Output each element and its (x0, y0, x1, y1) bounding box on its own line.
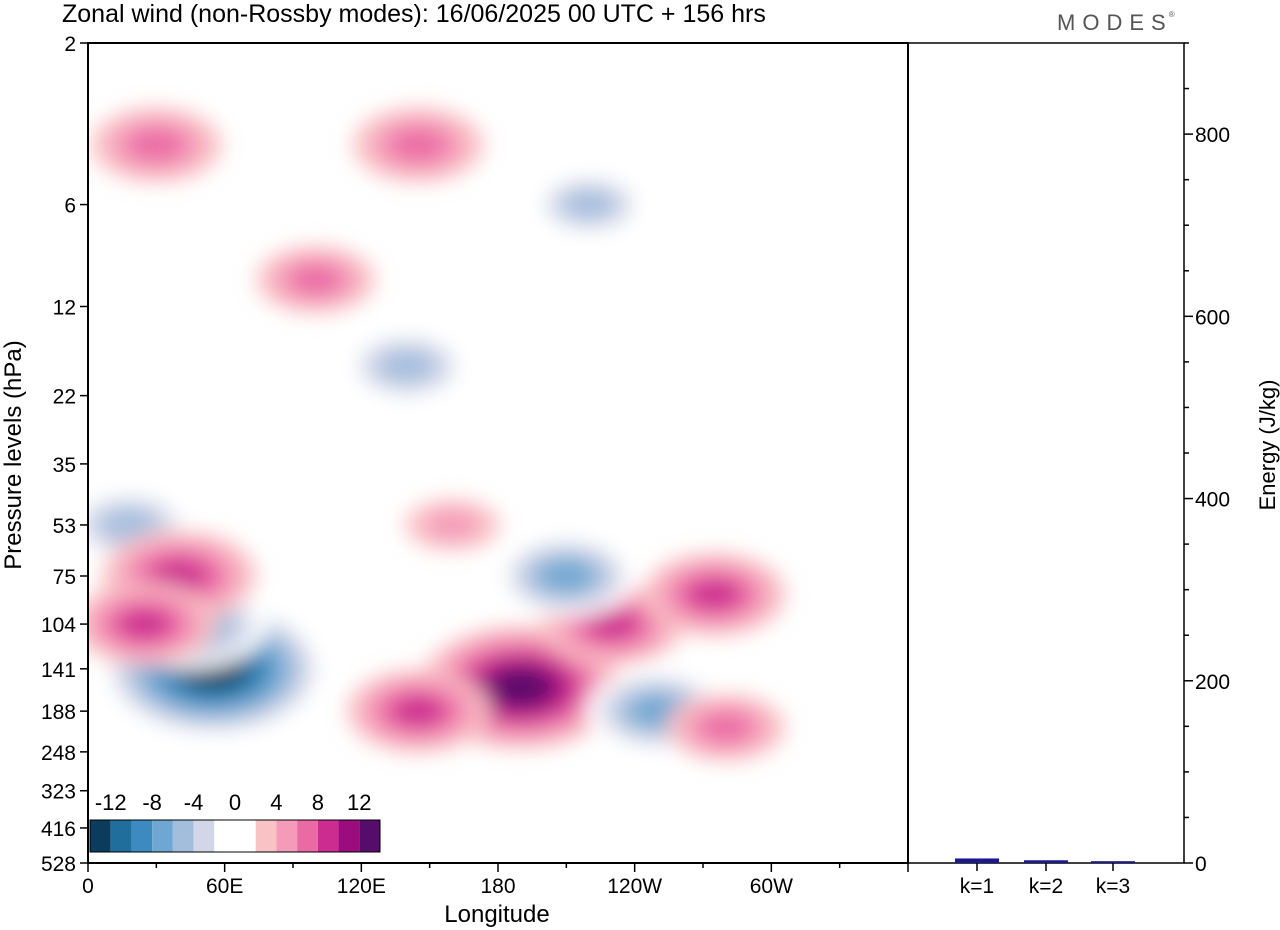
wind-anomaly-8-ring-4 (688, 579, 741, 610)
modes-logo: MODES® (1057, 10, 1175, 36)
energy-axis-label: Energy (J/kg) (1255, 380, 1280, 511)
pressure-tick-label: 528 (41, 853, 76, 876)
wind-anomaly-17-ring-2 (424, 509, 481, 540)
pressure-tick-label: 75 (53, 566, 76, 589)
wind-anomaly-4-ring-4 (118, 608, 172, 640)
wind-anomaly-16-ring-3 (289, 264, 342, 295)
energy-tick-label: 0 (1195, 853, 1207, 876)
bar-category-label: k=3 (1096, 875, 1130, 898)
wind-anomaly-13-ring-3 (563, 189, 616, 220)
energy-tick-label: 800 (1195, 124, 1230, 147)
colorbar-swatch (131, 820, 153, 852)
longitude-tick-label: 120W (607, 875, 662, 898)
energy-bars: k=1 k=2 k=3 (955, 858, 1135, 898)
colorbar-border (89, 819, 381, 853)
pressure-tick-label: 416 (41, 818, 76, 841)
wind-anomaly-15-ring-3 (389, 128, 447, 162)
colorbar-label: -4 (184, 790, 204, 815)
longitude-tick-label: 60W (750, 875, 793, 898)
wind-anomaly-14-ring-3 (127, 128, 185, 162)
colorbar-label: -8 (142, 790, 162, 815)
colorbar-swatch (359, 820, 380, 852)
x-axis-label: Longitude (444, 901, 549, 928)
colorbar-swatch (255, 820, 277, 852)
wind-anomaly-9-ring-4 (540, 560, 593, 592)
energy-bar-k=1 (955, 858, 999, 863)
bar-panel-frame (907, 42, 1185, 864)
wind-anomaly-6-ring-4 (392, 695, 445, 727)
energy-axis: 0 200 400 600 800 (1184, 42, 1230, 876)
pressure-tick-label: 53 (53, 515, 76, 538)
longitude-tick-label: 180 (480, 875, 515, 898)
colorbar-swatch (193, 820, 215, 852)
colorbar-swatch (276, 820, 298, 852)
longitude-axis: 0 60E 120E 180 120W 60W (82, 863, 909, 898)
energy-tick-label: 400 (1195, 489, 1230, 512)
colorbar-legend: -12 -8 -4 0 4 8 12 (89, 790, 381, 853)
energy-tick-label: 200 (1195, 671, 1230, 694)
colorbar-swatch (152, 820, 173, 852)
zonal-wind-field (88, 43, 908, 863)
pressure-axis: 2 6 12 22 35 53 75 104 141 188 248 323 416 528 (41, 33, 88, 876)
brand-mark: ® (1168, 10, 1175, 19)
colorbar-label: 8 (312, 790, 324, 815)
energy-tick-label: 600 (1195, 306, 1230, 329)
pressure-tick-label: 2 (64, 33, 76, 56)
longitude-tick-label: 60E (206, 875, 243, 898)
colorbar-swatch (172, 820, 194, 852)
y-axis-label: Pressure levels (hPa) (0, 340, 27, 569)
wind-anomaly-12-ring-3 (378, 349, 436, 383)
pressure-tick-label: 35 (53, 454, 76, 477)
wind-anomaly-2-ring-3 (100, 508, 158, 542)
colorbar-swatch (90, 820, 111, 852)
pressure-tick-label: 6 (64, 195, 76, 218)
colorbar-label: 4 (270, 790, 282, 815)
colorbar-swatch (317, 820, 339, 852)
longitude-tick-label: 120E (337, 875, 386, 898)
bar-category-label: k=2 (1029, 875, 1063, 898)
energy-bar-k=2 (1024, 860, 1068, 863)
wind-anomaly-11-ring-3 (699, 712, 752, 743)
colorbar-label: 0 (229, 790, 241, 815)
colorbar-swatch (297, 820, 318, 852)
energy-bar-k=3 (1091, 861, 1135, 863)
colorbar-swatch (110, 820, 132, 852)
pressure-tick-label: 188 (41, 701, 76, 724)
brand-text: MODES (1057, 10, 1173, 35)
wind-anomaly-7-ring-4 (585, 608, 638, 640)
chart-title: Zonal wind (non-Rossby modes): 16/06/202… (62, 0, 766, 28)
colorbar-swatch (338, 820, 360, 852)
pressure-tick-label: 248 (41, 742, 76, 765)
colorbar-label: -12 (95, 790, 127, 815)
pressure-tick-label: 141 (41, 659, 76, 682)
colorbar-swatch (235, 820, 256, 852)
wind-anomaly-5-ring-6 (491, 669, 551, 706)
colorbar-swatch (214, 820, 235, 852)
pressure-tick-label: 22 (53, 386, 76, 409)
colorbar-label: 12 (347, 790, 371, 815)
pressure-tick-label: 104 (41, 614, 76, 637)
bar-category-label: k=1 (960, 875, 994, 898)
pressure-tick-label: 12 (53, 296, 76, 319)
longitude-tick-label: 0 (82, 875, 94, 898)
pressure-tick-label: 323 (41, 781, 76, 804)
